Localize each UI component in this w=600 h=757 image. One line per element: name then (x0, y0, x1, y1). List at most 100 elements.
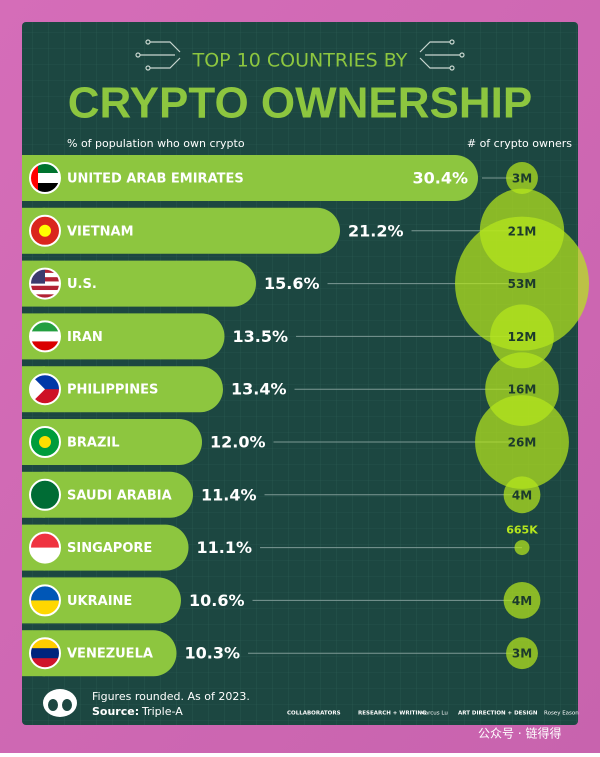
bar (22, 419, 202, 465)
bubble (503, 581, 541, 619)
flag-stripe (30, 638, 60, 649)
category-label: VENEZUELA (67, 647, 153, 662)
flag-ring (29, 214, 61, 247)
bar (22, 313, 225, 360)
flag-stripe (30, 585, 60, 601)
bubble (506, 637, 538, 670)
bar (22, 524, 189, 571)
flag-stripe (30, 600, 60, 616)
bubble-label: 53M (508, 277, 537, 291)
bar (22, 471, 193, 518)
flag-stripe (30, 331, 60, 342)
category-label: BRAZIL (67, 436, 120, 451)
flag-ring (29, 426, 61, 458)
bubble-label: 16M (508, 383, 537, 397)
category-label: U.S. (67, 277, 97, 292)
source: Triple-A (141, 705, 183, 718)
credit: COLLABORATORS (287, 711, 341, 717)
bubble (506, 162, 538, 194)
flag-ring (29, 162, 61, 194)
flag-stripe (30, 163, 60, 174)
flag-ring (29, 584, 61, 617)
flag (29, 426, 61, 458)
flag-stripe (30, 547, 60, 563)
value-label: 12.0% (210, 433, 266, 452)
logo-eye (48, 699, 58, 711)
flag (29, 584, 61, 617)
value-label: 10.6% (189, 591, 245, 610)
flag-stripe (30, 290, 60, 295)
x-label: % of population who own crypto (67, 137, 245, 150)
flag-stripe (30, 341, 60, 352)
bar (22, 207, 340, 254)
flag (29, 214, 61, 247)
bubble-label: 665K (506, 524, 538, 537)
flag (29, 531, 61, 564)
title-top: TOP 10 COUNTRIES BY (192, 50, 408, 72)
category-label: SAUDI ARABIA (67, 488, 172, 503)
watermark: 公众号 · 链得得 (478, 726, 561, 741)
credit: RESEARCH + WRITING (358, 711, 427, 717)
flag-ring (29, 478, 61, 511)
flag-ring (29, 531, 61, 564)
category-label: VIETNAM (67, 224, 134, 239)
bubble-label: 4M (512, 594, 532, 608)
flag-stripe (30, 648, 60, 659)
flag (29, 373, 61, 406)
bar (22, 630, 177, 677)
flag-ring (29, 373, 61, 406)
flag-body (30, 638, 60, 669)
category-label: SINGAPORE (67, 541, 152, 556)
value-label: 21.2% (348, 221, 404, 240)
flag-ring (29, 637, 61, 670)
flag-stripe (30, 532, 60, 549)
flag (29, 637, 61, 670)
credit: Rosey Eason (544, 711, 579, 717)
logo-eye (62, 699, 72, 711)
flag-stripe (30, 173, 60, 184)
bubble-label: 3M (512, 172, 532, 186)
bubble (475, 395, 569, 489)
bubble (490, 304, 554, 369)
flag-ring (29, 320, 61, 353)
flag-body (30, 585, 60, 616)
flag-stripe (30, 321, 60, 332)
flag-part (39, 224, 51, 237)
value-label: 11.4% (201, 485, 257, 504)
bubble (514, 540, 530, 556)
flag-body (30, 321, 60, 352)
flag-ring (29, 267, 61, 300)
value-label: 13.4% (231, 380, 287, 399)
credit: ART DIRECTION + DESIGN (458, 711, 538, 717)
flag (29, 267, 61, 300)
value-label: 13.5% (233, 327, 289, 346)
category-label: PHILIPPINES (67, 383, 158, 398)
category-label: UKRAINE (67, 594, 132, 609)
footer: Figures rounded. As of 2023. Source: Tri… (43, 689, 579, 718)
bubbles: 3M 21M 53M 12M 16M 26M 4M 665K 4M 3M (455, 162, 589, 670)
flag-stripe (30, 658, 60, 669)
flag-part (39, 436, 51, 448)
bar (22, 577, 181, 624)
value-label: 30.4% (412, 169, 468, 188)
flag-stripe (30, 281, 60, 287)
bubble-label: 3M (512, 647, 532, 661)
flag-body (30, 532, 60, 563)
value-label: 11.1% (197, 538, 253, 557)
bubble-label: 26M (508, 436, 537, 450)
bubble-label: 12M (508, 330, 537, 344)
flag (29, 320, 61, 353)
bar (22, 366, 223, 413)
bar (22, 155, 478, 201)
rows: UNITED ARAB EMIRATES 30.4% VIETNAM 21.2% U.S… (22, 155, 522, 677)
logo (43, 689, 77, 717)
chart-title: CRYPTO OWNERSHIP (68, 79, 533, 128)
flag (29, 162, 61, 194)
bar (22, 260, 256, 307)
category-label: UNITED ARAB EMIRATES (67, 172, 244, 187)
size-label: # of crypto owners (467, 137, 572, 150)
flag-stripe (30, 285, 60, 291)
bubble-label: 4M (512, 488, 532, 502)
flag-body (30, 374, 60, 405)
